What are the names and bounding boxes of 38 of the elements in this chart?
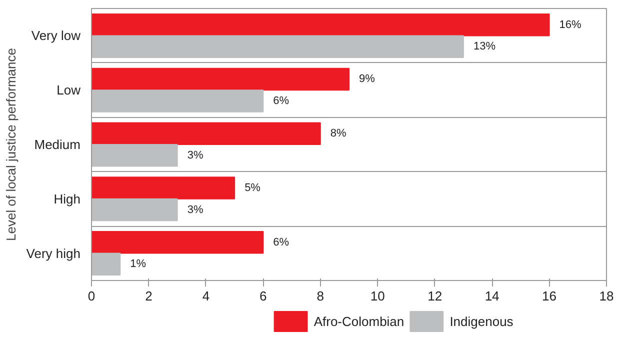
bar bbox=[92, 176, 236, 200]
bar bbox=[92, 198, 178, 222]
data-label: 1% bbox=[130, 258, 146, 270]
x-tick-label: 12 bbox=[428, 288, 442, 304]
data-label: 6% bbox=[273, 94, 290, 107]
legend-label: Indigenous bbox=[450, 314, 514, 329]
data-label: 5% bbox=[244, 182, 261, 194]
x-tick-label: 8 bbox=[316, 288, 324, 304]
bar bbox=[92, 68, 350, 91]
data-label: 13% bbox=[473, 40, 496, 53]
bar bbox=[92, 144, 178, 167]
data-label: 16% bbox=[559, 18, 582, 31]
data-label: 8% bbox=[330, 128, 347, 140]
x-tick-label: 2 bbox=[145, 288, 152, 304]
data-label: 9% bbox=[359, 73, 376, 86]
x-tick-label: 18 bbox=[599, 288, 614, 304]
y-tick-label: Very high bbox=[26, 246, 80, 261]
data-label: 3% bbox=[187, 149, 204, 162]
legend-label: Afro-Colombian bbox=[314, 314, 404, 329]
bar bbox=[92, 122, 321, 145]
y-tick-label: Very low bbox=[31, 28, 82, 44]
x-tick-label: 14 bbox=[484, 288, 500, 304]
x-tick-label: 0 bbox=[88, 288, 96, 304]
bar bbox=[92, 252, 121, 276]
bar bbox=[92, 231, 264, 254]
data-label: 6% bbox=[273, 236, 290, 248]
data-label: 3% bbox=[187, 204, 204, 216]
y-tick-label: Low bbox=[56, 82, 82, 98]
y-tick-label: Medium bbox=[34, 137, 81, 152]
bar bbox=[92, 90, 264, 112]
x-tick-label: 10 bbox=[370, 288, 385, 304]
x-tick-label: 4 bbox=[202, 288, 210, 304]
bar bbox=[92, 13, 550, 36]
y-tick-label: High bbox=[54, 191, 81, 206]
x-tick-label: 6 bbox=[260, 288, 267, 304]
x-tick-label: 16 bbox=[542, 288, 557, 304]
y-axis-title: Level of local justice performance bbox=[3, 48, 18, 241]
bar bbox=[92, 35, 464, 58]
